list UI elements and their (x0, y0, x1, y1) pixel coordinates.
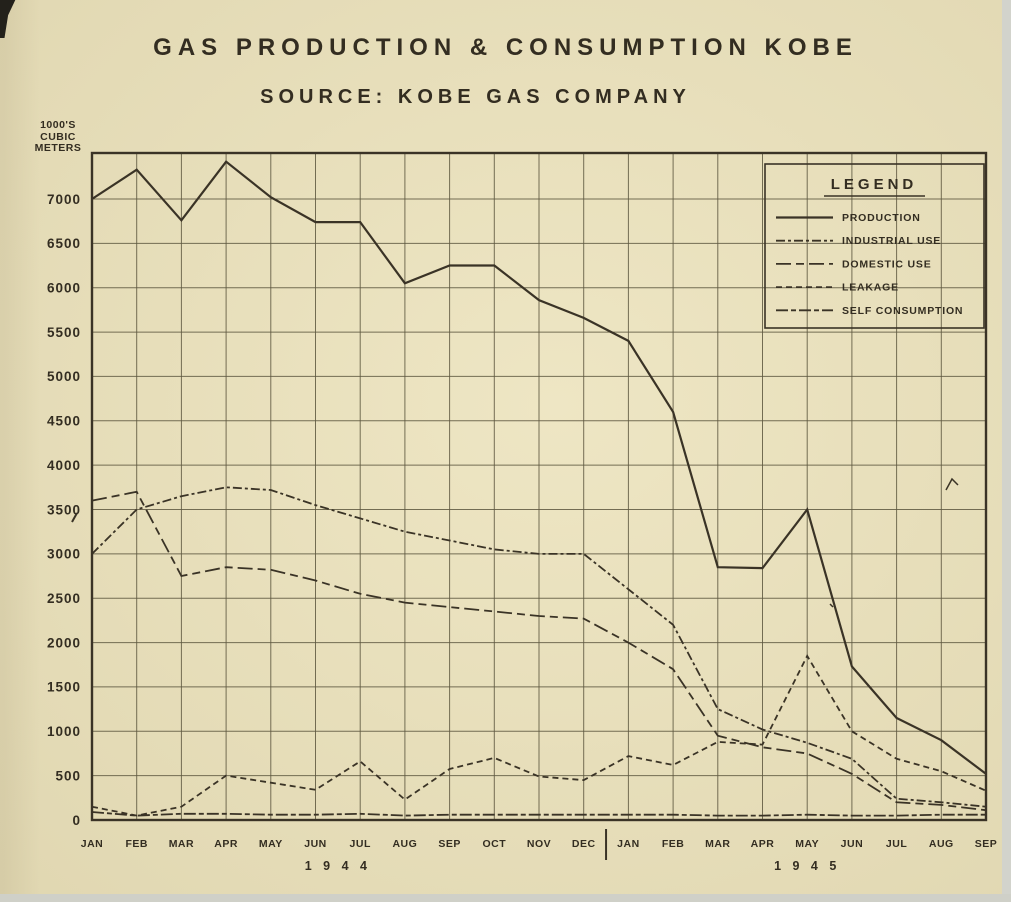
legend-label-domestic-use: DOMESTIC USE (842, 258, 932, 270)
y-tick-label: 5500 (47, 325, 81, 340)
x-tick-label: APR (214, 838, 238, 850)
y-tick-label: 4500 (47, 414, 81, 429)
x-tick-label: SEP (975, 838, 998, 850)
legend-label-industrial-use: INDUSTRIAL USE (842, 235, 941, 247)
x-tick-label: APR (751, 838, 775, 850)
y-axis-unit-line2: CUBIC (40, 130, 76, 143)
scan-artifact-mark (945, 477, 959, 491)
chart-source: SOURCE: KOBE GAS COMPANY (260, 86, 691, 108)
y-tick-label: 3000 (47, 547, 81, 562)
x-tick-label: SEP (438, 838, 461, 850)
legend-label-leakage: LEAKAGE (842, 282, 899, 294)
x-tick-label: MAY (795, 838, 819, 850)
y-tick-label: 4000 (47, 458, 81, 473)
series-domestic-use (91, 490, 987, 812)
x-tick-label: FEB (662, 838, 685, 850)
series-leakage (91, 654, 987, 817)
x-tick-label: AUG (929, 838, 954, 850)
y-axis-unit-label: 1000'S CUBIC METERS (26, 119, 90, 155)
y-axis-unit-line3: METERS (34, 142, 82, 154)
x-tick-label: MAY (259, 838, 283, 850)
y-tick-label: 0 (72, 813, 81, 828)
y-tick-label: 2500 (47, 591, 81, 606)
year-label: 1 9 4 4 (305, 859, 371, 873)
legend-box (764, 163, 985, 329)
series-self-consumption (91, 811, 986, 817)
chart-title: GAS PRODUCTION & CONSUMPTION KOBE (153, 34, 858, 61)
year-label: 1 9 4 5 (774, 859, 840, 873)
series-production (91, 160, 987, 775)
x-tick-label: JUL (886, 838, 907, 850)
scan-edge-right (1002, 0, 1011, 902)
y-axis-unit-line1: 1000'S (40, 119, 76, 131)
x-tick-label: JUN (304, 838, 327, 850)
y-tick-label: 7000 (47, 192, 81, 207)
scan-edge-bottom (0, 894, 1011, 902)
x-tick-label: NOV (527, 838, 551, 850)
x-tick-label: JAN (81, 838, 104, 850)
legend-label-production: PRODUCTION (842, 212, 921, 224)
y-tick-label: 1500 (47, 680, 81, 695)
x-tick-label: OCT (482, 838, 506, 850)
y-tick-label: 6500 (47, 236, 81, 251)
x-tick-label: FEB (125, 838, 148, 850)
x-tick-label: MAR (705, 838, 730, 850)
y-tick-label: 1000 (47, 724, 81, 739)
legend-title: LEGEND (831, 176, 918, 193)
x-tick-label: MAR (169, 838, 194, 850)
y-tick-label: 500 (55, 768, 81, 783)
x-tick-label: JUL (350, 838, 371, 850)
series-industrial-use (91, 486, 987, 808)
legend-label-self-consumption: SELF CONSUMPTION (842, 305, 963, 317)
scan-artifact-tick (71, 512, 78, 523)
x-tick-label: DEC (572, 838, 596, 850)
y-tick-label: 5000 (47, 369, 81, 384)
x-tick-label: JUN (841, 838, 864, 850)
x-tick-label: AUG (392, 838, 417, 850)
scan-artifact-dot (829, 603, 834, 608)
y-tick-label: 2000 (47, 635, 81, 650)
plot-border (90, 151, 988, 822)
x-tick-label: JAN (617, 838, 640, 850)
y-tick-label: 3500 (47, 502, 81, 517)
y-tick-label: 6000 (47, 281, 81, 296)
